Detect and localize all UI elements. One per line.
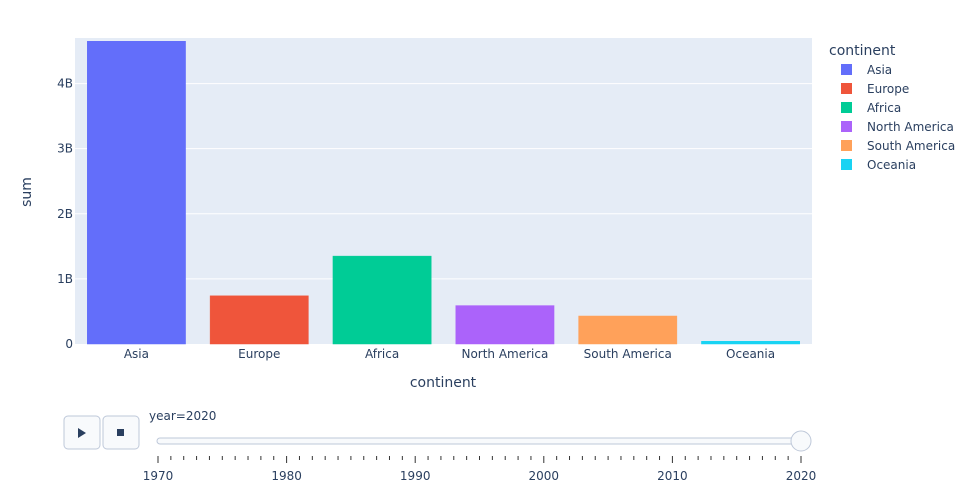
legend-swatch[interactable]	[841, 140, 852, 151]
legend: continent Asia Europe Africa North America S…	[829, 43, 955, 172]
slider-ticks: 1970 1980 1990 2000 2010 2020	[143, 456, 817, 483]
slider-tick-label: 2000	[529, 469, 560, 483]
y-tick-label: 3B	[57, 142, 73, 156]
bar-asia[interactable]	[87, 41, 186, 345]
y-axis-title: sum	[19, 177, 35, 207]
bar-north-america[interactable]	[455, 305, 555, 345]
plot-area	[75, 38, 812, 344]
y-tick-label: 2B	[57, 207, 73, 221]
animation-controls: year=2020 1970 1980 1990 2000 2010 2020	[63, 409, 817, 483]
y-tick-label: 4B	[57, 77, 73, 91]
legend-item-label[interactable]: Africa	[867, 101, 901, 115]
slider-tick-label: 1990	[400, 469, 431, 483]
play-icon	[78, 428, 86, 438]
bars-layer	[87, 41, 800, 345]
x-tick-label: Africa	[365, 347, 399, 361]
legend-title: continent	[829, 43, 896, 59]
legend-item-label[interactable]: Europe	[867, 82, 909, 96]
slider-tick-label: 2010	[657, 469, 688, 483]
bar-africa[interactable]	[332, 255, 432, 345]
stop-button[interactable]	[102, 415, 140, 450]
legend-swatch[interactable]	[841, 83, 852, 94]
legend-item-label[interactable]: Oceania	[867, 158, 916, 172]
slider-handle[interactable]	[790, 430, 812, 452]
play-button[interactable]	[63, 415, 101, 450]
legend-swatch[interactable]	[841, 102, 852, 113]
grid-layer	[75, 83, 812, 280]
slider-tick-label: 2020	[786, 469, 817, 483]
current-frame-label: year=2020	[149, 409, 216, 423]
slider-tick-label: 1970	[143, 469, 174, 483]
x-axis-title: continent	[410, 375, 477, 391]
axes-layer: 0 1B 2B 3B 4B Asia Europe Africa North America So…	[57, 77, 775, 361]
y-tick-label: 0	[65, 337, 73, 351]
x-tick-label: Oceania	[726, 347, 775, 361]
plot-background	[75, 38, 812, 344]
bar-south-america[interactable]	[578, 315, 678, 345]
legend-swatch[interactable]	[841, 159, 852, 170]
x-tick-label: Europe	[238, 347, 280, 361]
stop-icon	[117, 429, 124, 436]
legend-swatch[interactable]	[841, 64, 852, 75]
bar-oceania[interactable]	[701, 341, 800, 345]
x-tick-label: North America	[461, 347, 548, 361]
legend-item-label[interactable]: South America	[867, 139, 955, 153]
legend-swatch[interactable]	[841, 121, 852, 132]
legend-item-label[interactable]: North America	[867, 120, 954, 134]
slider-tick-label: 1980	[271, 469, 302, 483]
x-tick-label: Asia	[124, 347, 149, 361]
legend-item-label[interactable]: Asia	[867, 63, 892, 77]
year-slider[interactable]: 1970 1980 1990 2000 2010 2020	[143, 430, 817, 483]
x-tick-label: South America	[584, 347, 672, 361]
bar-europe[interactable]	[209, 295, 309, 345]
y-tick-label: 1B	[57, 272, 73, 286]
